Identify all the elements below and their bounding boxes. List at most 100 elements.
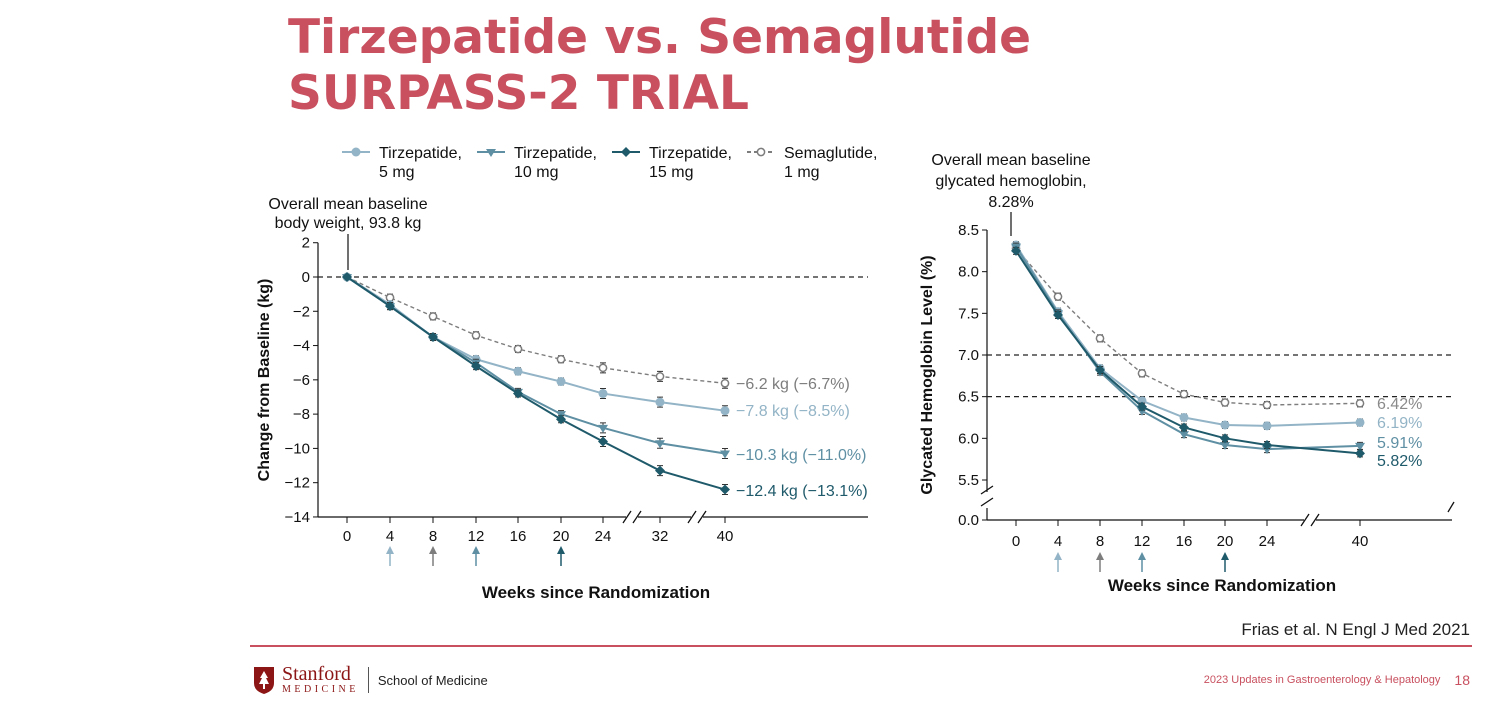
hba1c-point-2-5 <box>1220 433 1230 444</box>
hba1c-end-label-2: 5.82% <box>1377 453 1422 470</box>
hba1c-point-3-2 <box>1095 333 1105 343</box>
footer-divider <box>250 645 1472 647</box>
slide-title-line1: Tirzepatide vs. Semaglutide <box>288 10 1031 65</box>
weight-point-0-7 <box>655 397 665 407</box>
logo-sub: MEDICINE <box>282 684 359 695</box>
school-name: School of Medicine <box>377 672 488 688</box>
weight-point-3-4 <box>513 344 523 354</box>
hba1c-point-3-3 <box>1137 368 1147 378</box>
weight-point-0-5 <box>556 377 566 387</box>
weight-end-label-0: −7.8 kg (−8.5%) <box>736 403 850 420</box>
stanford-medicine-logo: Stanford MEDICINE School of Medicine <box>252 664 488 696</box>
hba1c-point-2-0 <box>1011 245 1021 256</box>
hba1c-ytick-label-7: 0.0 <box>958 512 979 529</box>
weight-baseline-note-1: Overall mean baseline <box>268 196 427 213</box>
hba1c-point-1-4 <box>1179 431 1189 440</box>
citation: Frias et al. N Engl J Med 2021 <box>1241 620 1470 639</box>
logo-name: Stanford <box>282 663 351 685</box>
weight-point-2-2 <box>428 331 438 342</box>
weight-point-2-5 <box>556 414 566 425</box>
weight-series-line-0 <box>346 276 726 412</box>
hba1c-point-3-5 <box>1220 398 1230 407</box>
hba1c-point-1-7 <box>1355 442 1365 451</box>
hba1c-arrow-1-head <box>1096 552 1104 560</box>
hba1c-xtick-label-6: 24 <box>1259 533 1276 550</box>
weight-series-line-1 <box>346 276 726 455</box>
weight-point-0-8 <box>720 406 730 416</box>
hba1c-point-2-3 <box>1137 401 1147 412</box>
hba1c-series-line-3 <box>1015 247 1361 406</box>
weight-ytick-label-0: 2 <box>302 235 310 252</box>
weight-xtick-label-7: 32 <box>652 528 669 545</box>
hba1c-axis-break-2 <box>1447 501 1455 513</box>
weight-xtick-label-8: 40 <box>717 528 734 545</box>
weight-arrow-2-head <box>472 546 480 554</box>
weight-point-2-7 <box>655 465 665 476</box>
hba1c-xtick-label-0: 0 <box>1012 533 1020 550</box>
hba1c-end-label-3: 6.42% <box>1377 396 1422 413</box>
weight-point-3-5 <box>556 354 566 364</box>
legend-label-2: Tirzepatide, <box>649 145 732 162</box>
conference-name: 2023 Updates in Gastroenterology & Hepat… <box>1203 674 1441 686</box>
hba1c-xtick-label-1: 4 <box>1054 533 1062 550</box>
hba1c-series-line-0 <box>1015 244 1361 427</box>
weight-end-label-1: −10.3 kg (−11.0%) <box>736 447 866 464</box>
legend-dose-3: 1 mg <box>784 164 820 181</box>
weight-xtick-label-6: 24 <box>595 528 612 545</box>
hba1c-axis-break-1-gap <box>1304 516 1316 524</box>
weight-y-label: Change from Baseline (kg) <box>256 279 273 482</box>
hba1c-ytick-label-0: 8.5 <box>958 222 979 239</box>
hba1c-point-3-7 <box>1355 398 1365 408</box>
weight-point-3-2 <box>428 312 438 321</box>
weight-xtick-label-5: 20 <box>553 528 570 545</box>
weight-point-2-3 <box>471 361 481 372</box>
weight-point-2-4 <box>513 388 523 399</box>
weight-point-2-0 <box>342 272 352 282</box>
hba1c-ytick-label-4: 6.5 <box>958 389 979 406</box>
weight-xtick-label-0: 0 <box>343 528 351 545</box>
weight-ytick-label-1: 0 <box>302 269 310 286</box>
slide-title-line2: SURPASS-2 TRIAL <box>288 66 749 121</box>
weight-xtick-label-2: 8 <box>429 528 437 545</box>
page-number: 18 <box>1454 672 1470 688</box>
weight-end-label-2: −12.4 kg (−13.1%) <box>736 483 868 500</box>
weight-end-label-3: −6.2 kg (−6.7%) <box>736 376 850 393</box>
figure-area: Tirzepatide, 5 mg Tirzepatide, 10 mg Tirzepa… <box>256 145 1455 602</box>
legend-dose-2: 15 mg <box>649 164 693 181</box>
hba1c-point-0-6 <box>1262 421 1272 431</box>
hba1c-xtick-label-2: 8 <box>1096 533 1104 550</box>
weight-x-label: Weeks since Randomization <box>482 583 710 602</box>
weight-axis-break-2 <box>687 510 707 524</box>
weight-series-line-2 <box>346 276 726 491</box>
legend-marker-3 <box>756 147 766 157</box>
hba1c-ytick-label-1: 8.0 <box>958 264 979 281</box>
weight-axis-break-1 <box>622 510 642 524</box>
legend-dose-1: 10 mg <box>514 164 558 181</box>
weight-xtick-label-4: 16 <box>510 528 527 545</box>
weight-ytick-label-2: −2 <box>293 303 310 320</box>
hba1c-baseline-note-2: glycated hemoglobin, <box>935 173 1086 190</box>
hba1c-end-label-0: 6.19% <box>1377 415 1422 432</box>
weight-ytick-label-6: −10 <box>285 440 310 457</box>
legend-marker-1 <box>486 149 496 157</box>
hba1c-point-3-1 <box>1053 292 1063 302</box>
hba1c-axis-break-1 <box>1300 513 1320 527</box>
weight-axis-break-1-gap <box>626 513 638 521</box>
weight-xtick-label-3: 12 <box>468 528 485 545</box>
legend-marker-2 <box>621 147 631 157</box>
hba1c-baseline-note-3: 8.28% <box>988 194 1033 211</box>
hba1c-point-0-5 <box>1220 420 1230 430</box>
weight-arrow-0-head <box>386 546 394 554</box>
weight-ytick-label-4: −6 <box>293 372 310 389</box>
weight-ytick-label-7: −12 <box>285 475 310 492</box>
hba1c-xtick-label-4: 16 <box>1176 533 1193 550</box>
legend-label-3: Semaglutide, <box>784 145 877 162</box>
hba1c-xtick-label-5: 20 <box>1217 533 1234 550</box>
hba1c-point-2-1 <box>1053 309 1063 320</box>
weight-arrow-1-head <box>429 546 437 554</box>
hba1c-point-1-5 <box>1220 441 1230 450</box>
hba1c-y-label: Glycated Hemoglobin Level (%) <box>919 255 936 494</box>
weight-ytick-label-5: −8 <box>293 406 310 423</box>
weight-point-2-8 <box>720 484 730 495</box>
hba1c-x-label: Weeks since Randomization <box>1108 576 1336 595</box>
